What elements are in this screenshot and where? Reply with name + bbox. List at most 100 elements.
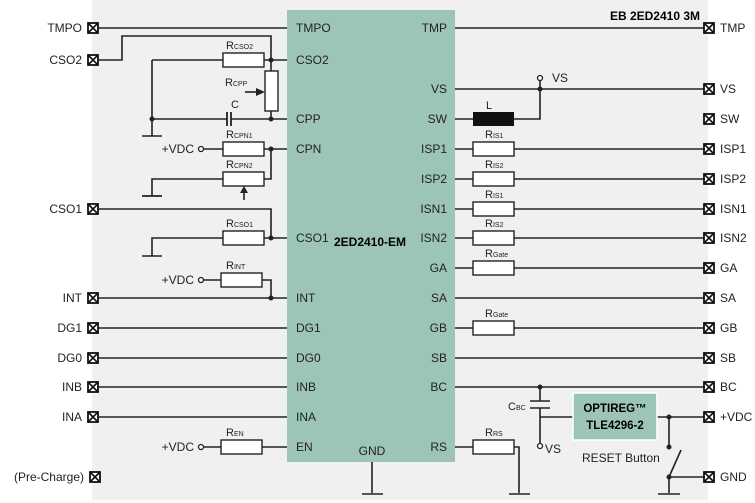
label-r-rs: RRS [485, 427, 503, 439]
chip-pin-vs: VS [431, 82, 447, 96]
chip-pin-cpp: CPP [296, 112, 321, 126]
terminal-cso1-icon[interactable] [87, 203, 99, 215]
label-rcso1: RCSO1 [226, 218, 253, 230]
terminal-tmp-icon[interactable] [703, 22, 715, 34]
chip-pin-tmpo: TMPO [296, 21, 331, 35]
chip-pin-cso1: CSO1 [296, 231, 329, 245]
terminal-tmpo-icon[interactable] [87, 22, 99, 34]
label-r-ga: RGate [485, 248, 508, 260]
capacitor-c [226, 112, 232, 126]
terminal-label-pre-charge: (Pre-Charge) [14, 470, 84, 484]
terminal-label-ina: INA [62, 410, 82, 424]
potentiometer-rcpp [264, 70, 279, 112]
terminal-label-bc: BC [720, 380, 737, 394]
chip-pin-sb: SB [431, 351, 447, 365]
terminal-label-dg0: DG0 [57, 351, 82, 365]
chip-pin-gnd: GND [359, 444, 386, 458]
chip-2ed2410 [287, 10, 455, 462]
terminal-inb-icon[interactable] [87, 381, 99, 393]
label-cbc: CBC [508, 401, 526, 413]
terminal-isp1-icon[interactable] [703, 143, 715, 155]
chip-pin-tmp: TMP [422, 21, 447, 35]
supply-vs-top: VS [552, 71, 568, 85]
terminal-label-isn1: ISN1 [720, 202, 747, 216]
chip-pin-isp1: ISP1 [421, 142, 447, 156]
terminal-label-sw: SW [720, 112, 740, 126]
resistor-r-rs [472, 439, 515, 455]
label-r-isp2: RIS2 [485, 159, 504, 171]
chip-name: 2ED2410-EM [334, 235, 406, 249]
chip-pin-isn2: ISN2 [420, 231, 447, 245]
supply-vdc-en: +VDC [162, 440, 195, 454]
terminal-isn1-icon[interactable] [703, 203, 715, 215]
chip-pin-sa: SA [431, 291, 447, 305]
resistor-rint [220, 272, 263, 288]
terminal-ina-icon[interactable] [87, 411, 99, 423]
resistor-r-ga [472, 260, 515, 276]
label-rint: RINT [226, 260, 246, 272]
terminal-label-ga: GA [720, 261, 737, 275]
resistor-r-isp1 [472, 141, 515, 157]
board-title: EB 2ED2410 3M [610, 9, 700, 23]
chip-pin-sw: SW [428, 112, 448, 126]
resistor-rcso1 [222, 230, 265, 246]
open-terminals [197, 74, 544, 451]
terminal-gb-icon[interactable] [703, 322, 715, 334]
label-rcpn1: RCPN1 [226, 129, 253, 141]
supply-vdc-cpn: +VDC [162, 142, 195, 156]
wires [98, 27, 704, 495]
terminal-sb-icon[interactable] [703, 352, 715, 364]
chip-pin-ina: INA [296, 410, 316, 424]
terminal-dg0-icon[interactable] [87, 352, 99, 364]
label-r-isn2: RIS2 [485, 218, 504, 230]
chip-pin-dg0: DG0 [296, 351, 321, 365]
terminal-bc-icon[interactable] [703, 381, 715, 393]
terminal-isp2-icon[interactable] [703, 173, 715, 185]
chip-pin-isp2: ISP2 [421, 172, 447, 186]
regulator-optireg [572, 392, 658, 441]
terminal-label-tmpo: TMPO [47, 21, 82, 35]
resistor-ren [220, 439, 263, 455]
label-l: L [486, 100, 492, 112]
terminal-label-vdc: +VDC [720, 410, 753, 424]
label-ren: REN [226, 427, 244, 439]
terminal-vdc-icon[interactable] [703, 411, 715, 423]
chip-pin-en: EN [296, 440, 313, 454]
resistor-rcpn1 [222, 141, 265, 157]
terminal-label-inb: INB [62, 380, 82, 394]
chip-pin-int: INT [296, 291, 316, 305]
terminal-dg1-icon[interactable] [87, 322, 99, 334]
chip-pin-cpn: CPN [296, 142, 321, 156]
label-c: C [231, 99, 239, 111]
terminal-ga-icon[interactable] [703, 262, 715, 274]
reset-button-label: RESET Button [582, 451, 660, 465]
label-rcpn2: RCPN2 [226, 159, 253, 171]
terminal-gnd-icon[interactable] [703, 471, 715, 483]
chip-pin-inb: INB [296, 380, 316, 394]
label-r-isn1: RIS1 [485, 189, 504, 201]
resistor-r-isn1 [472, 201, 515, 217]
terminal-pre-charge-icon[interactable] [89, 471, 101, 483]
inductor-l [473, 112, 514, 126]
junctions [149, 57, 672, 480]
resistor-r-gb [472, 320, 515, 336]
supply-vs-bottom: VS [545, 442, 561, 456]
terminal-cso2-icon[interactable] [87, 54, 99, 66]
terminal-label-gnd: GND [720, 470, 747, 484]
label-r-gb: RGate [485, 308, 508, 320]
terminal-sw-icon[interactable] [703, 113, 715, 125]
terminal-sa-icon[interactable] [703, 292, 715, 304]
terminal-vs-icon[interactable] [703, 83, 715, 95]
label-rcso2: RCSO2 [226, 40, 253, 52]
terminal-label-int: INT [63, 291, 83, 305]
terminal-isn2-icon[interactable] [703, 232, 715, 244]
chip-pin-dg1: DG1 [296, 321, 321, 335]
terminal-label-isp1: ISP1 [720, 142, 746, 156]
potentiometer-rcpn2 [222, 171, 265, 187]
terminal-label-tmp: TMP [720, 21, 745, 35]
resistor-r-isp2 [472, 171, 515, 187]
chip-pin-ga: GA [430, 261, 447, 275]
terminal-int-icon[interactable] [87, 292, 99, 304]
chip-pin-gb: GB [430, 321, 447, 335]
